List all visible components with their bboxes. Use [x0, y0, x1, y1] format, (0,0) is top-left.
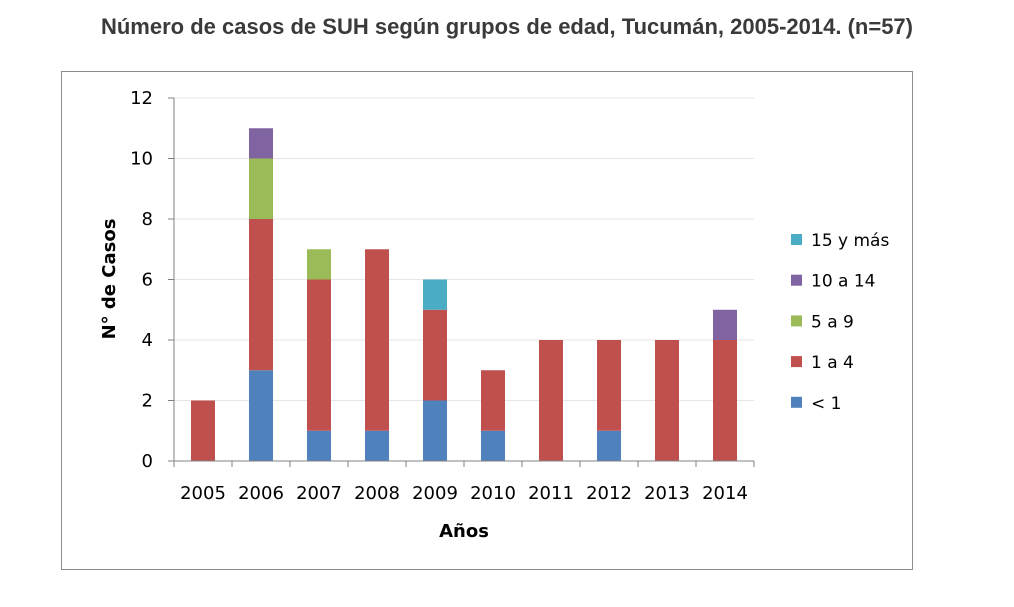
- chart-title: Número de casos de SUH según grupos de e…: [100, 14, 913, 39]
- axes: [168, 97, 755, 467]
- x-tick-label: 2014: [702, 483, 748, 504]
- legend-swatch: [791, 315, 802, 327]
- chart-frame: [61, 71, 913, 570]
- x-tick-label: 2007: [296, 483, 342, 504]
- bar-segment-2008--1: [365, 430, 389, 461]
- bar-segment-2009-1-a-4: [423, 309, 447, 401]
- bar-segment-2009--1: [423, 400, 447, 461]
- bar-segment-2012-1-a-4: [597, 340, 621, 431]
- y-tick-label: 10: [130, 149, 153, 170]
- y-tick-label: 8: [142, 209, 153, 230]
- bar-segment-2006-10-a-14: [249, 128, 273, 159]
- bar-segment-2011-1-a-4: [539, 340, 563, 461]
- tick-labels: 0 2 4 6 8 10 12 2005 2006 2007 2008 2009 2010 2011 201…: [130, 88, 748, 504]
- bar-segment-2009-15-y-m-s: [423, 279, 447, 310]
- bar-segment-2007-1-a-4: [307, 279, 331, 431]
- y-tick-label: 0: [142, 451, 153, 472]
- x-tick-label: 2012: [586, 483, 632, 504]
- legend: 15 y más 10 a 14 5 a 9 1 a 4 < 1: [791, 231, 889, 414]
- y-axis-label: N° de Casos: [99, 219, 120, 340]
- bar-segment-2007-5-a-9: [307, 249, 331, 280]
- bar-segment-2010-1-a-4: [481, 370, 505, 431]
- y-tick-label: 4: [142, 330, 153, 351]
- legend-label: 15 y más: [811, 231, 889, 251]
- bar-segment-2014-10-a-14: [713, 309, 737, 340]
- legend-swatch: [791, 274, 802, 286]
- x-tick-label: 2005: [180, 483, 226, 504]
- bar-segment-2014-1-a-4: [713, 340, 737, 461]
- bar-segment-2013-1-a-4: [655, 340, 679, 461]
- bar-segment-2010--1: [481, 430, 505, 461]
- legend-swatch: [791, 396, 802, 408]
- x-tick-label: 2008: [354, 483, 400, 504]
- legend-label: 5 a 9: [811, 312, 854, 332]
- bar-segment-2006-1-a-4: [249, 219, 273, 371]
- legend-label: 10 a 14: [811, 272, 876, 292]
- legend-label: < 1: [811, 394, 841, 414]
- x-tick-label: 2009: [412, 483, 458, 504]
- bar-segment-2005-1-a-4: [191, 400, 215, 461]
- bar-segment-2007--1: [307, 430, 331, 461]
- x-tick-label: 2010: [470, 483, 516, 504]
- bar-segment-2008-1-a-4: [365, 249, 389, 431]
- y-tick-label: 6: [142, 270, 153, 291]
- legend-swatch: [791, 356, 802, 368]
- bars: [191, 128, 737, 461]
- y-tick-label: 12: [130, 88, 153, 109]
- legend-swatch: [791, 234, 802, 245]
- y-tick-label: 2: [142, 391, 153, 412]
- x-axis-label: Años: [439, 521, 489, 542]
- x-tick-label: 2013: [644, 483, 690, 504]
- bar-segment-2006-5-a-9: [249, 158, 273, 219]
- x-tick-label: 2011: [528, 483, 574, 504]
- legend-label: 1 a 4: [811, 353, 854, 373]
- bar-segment-2006--1: [249, 370, 273, 461]
- bar-segment-2012--1: [597, 430, 621, 461]
- x-tick-label: 2006: [238, 483, 284, 504]
